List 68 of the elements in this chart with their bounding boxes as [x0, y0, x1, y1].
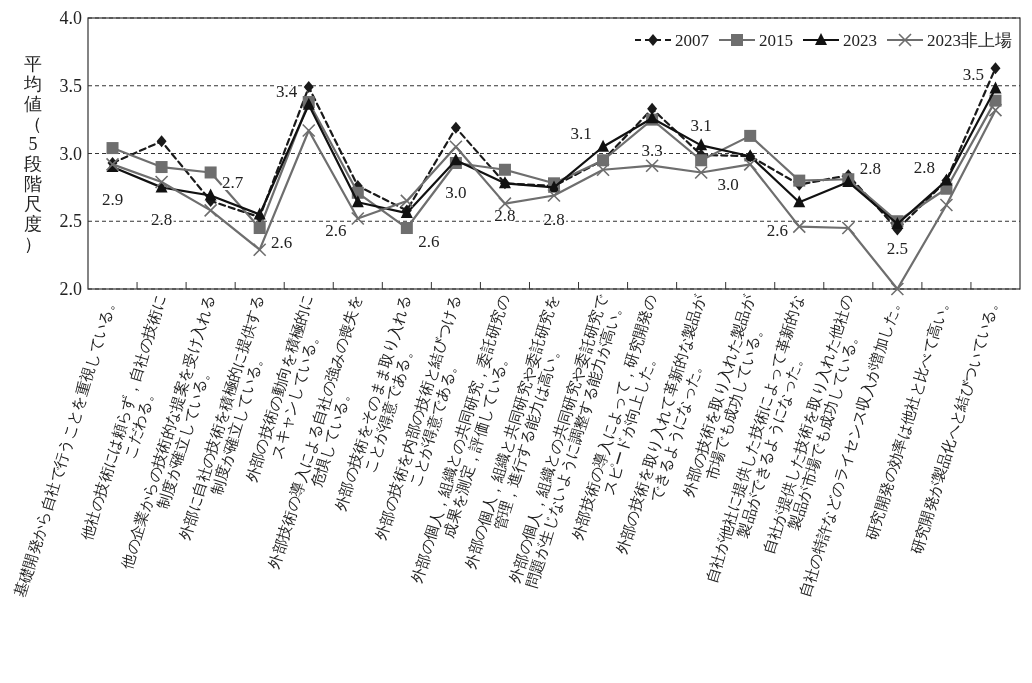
- point: [695, 154, 708, 167]
- legend-label: 2023非上場: [927, 31, 1012, 50]
- point: [203, 203, 218, 218]
- point: [106, 142, 119, 155]
- data-label: 3.1: [570, 123, 592, 143]
- data-label: 2.8: [859, 158, 881, 178]
- data-label: 2.5: [886, 238, 908, 258]
- point: [989, 81, 1002, 94]
- point: [204, 166, 217, 179]
- legend-label: 2023: [843, 31, 877, 50]
- point: [450, 121, 461, 134]
- data-label: 2.6: [766, 221, 788, 241]
- legend-label: 2007: [675, 31, 710, 50]
- point: [647, 102, 658, 115]
- point: [988, 103, 1003, 117]
- point: [744, 129, 757, 142]
- point: [400, 222, 413, 235]
- data-label: 3.5: [962, 65, 985, 85]
- point: [154, 175, 169, 189]
- data-label: 2.8: [150, 210, 173, 230]
- data-label: 2.9: [101, 190, 124, 210]
- point: [694, 165, 708, 180]
- data-label: 3.3: [641, 141, 663, 161]
- point: [841, 221, 856, 235]
- point: [253, 207, 266, 220]
- point: [596, 162, 610, 177]
- point: [204, 188, 217, 201]
- data-label: 2.8: [913, 157, 936, 177]
- point: [939, 198, 954, 212]
- data-label: 3.0: [717, 175, 739, 195]
- point: [498, 196, 512, 211]
- y-tick-label: 2.5: [59, 211, 82, 232]
- data-label: 2.8: [543, 210, 565, 230]
- point: [645, 158, 659, 173]
- point: [351, 195, 364, 208]
- y-tick-label: 3.0: [59, 143, 82, 164]
- point: [449, 139, 463, 154]
- point: [547, 188, 561, 203]
- point: [990, 62, 1001, 75]
- data-label: 2.7: [222, 172, 244, 192]
- data-label: 2.6: [418, 232, 440, 252]
- point: [301, 123, 316, 138]
- data-label: 2.6: [271, 233, 293, 253]
- point: [498, 163, 511, 176]
- point: [350, 211, 365, 226]
- point: [252, 242, 267, 257]
- point: [793, 174, 806, 187]
- point: [792, 219, 807, 234]
- point: [793, 195, 806, 208]
- point: [400, 194, 414, 208]
- point: [253, 222, 266, 235]
- legend-label: 2015: [759, 31, 793, 50]
- point: [890, 282, 905, 296]
- data-label: 3.4: [276, 81, 298, 101]
- point: [743, 157, 758, 172]
- point: [155, 161, 168, 174]
- data-label: 2.6: [325, 221, 347, 241]
- point: [156, 135, 167, 148]
- text: 平均値（5段階尺度）: [24, 53, 42, 254]
- y-tick-label: 2.0: [59, 279, 82, 299]
- point: [597, 139, 610, 152]
- point: [695, 138, 708, 151]
- data-label: 3.1: [690, 116, 712, 136]
- y-tick-label: 3.5: [59, 75, 82, 96]
- data-label: 2.8: [494, 206, 516, 226]
- data-label: 3.0: [445, 183, 467, 203]
- y-tick-label: 4.0: [59, 8, 82, 28]
- point: [303, 81, 314, 94]
